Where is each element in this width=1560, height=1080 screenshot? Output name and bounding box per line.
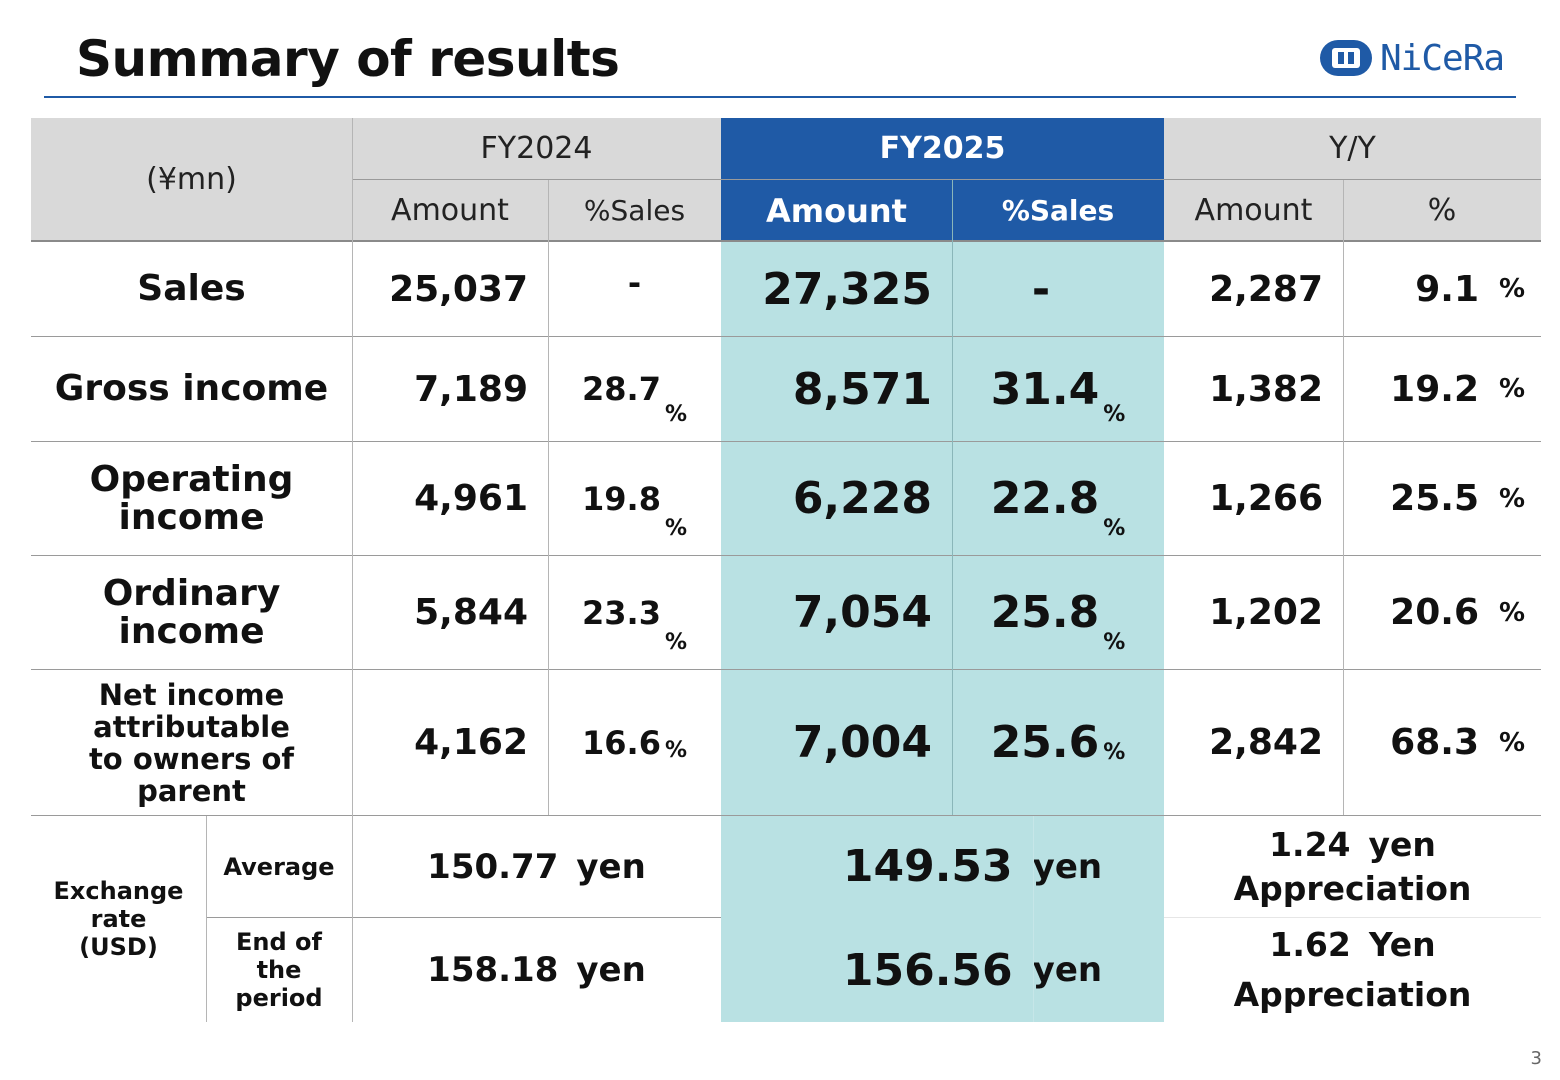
fy2025-amount-header: Amount bbox=[721, 180, 952, 241]
title-underline bbox=[44, 96, 1516, 98]
logo-wordmark: NiCeRa bbox=[1380, 37, 1505, 79]
fy2024-header: FY2024 bbox=[352, 118, 721, 179]
sales-fy2024-amount: 25,037 bbox=[389, 268, 528, 310]
exchange-end-fy2025: 156.56 yen bbox=[842, 944, 1103, 996]
operating-fy2025-amount: 6,228 bbox=[792, 473, 932, 524]
fy2024-pct-header: %Sales bbox=[548, 180, 721, 241]
ordinary-yy-pct: 20.6 bbox=[1390, 592, 1479, 633]
net-fy2024-amount: 4,162 bbox=[414, 722, 528, 763]
sales-fy2024-pct: - bbox=[627, 264, 642, 302]
net-yy-pct-sign: % bbox=[1498, 727, 1526, 758]
exchange-rate-label: Exchange rate (USD) bbox=[53, 877, 184, 961]
fy2025-header: FY2025 bbox=[721, 118, 1164, 179]
gross-yy-pct-sign: % bbox=[1498, 374, 1526, 404]
gross-fy2024-amount: 7,189 bbox=[414, 368, 528, 410]
exchange-average-fy2025: 149.53 yen bbox=[842, 841, 1103, 892]
gross-yy-amount: 1,382 bbox=[1209, 368, 1323, 410]
operating-yy-amount: 1,266 bbox=[1209, 478, 1323, 519]
gross-fy2025-pct: 31.4% bbox=[990, 363, 1126, 428]
ordinary-yy-pct-sign: % bbox=[1498, 597, 1526, 628]
row-label-ordinary-income: Ordinary income bbox=[102, 572, 281, 652]
sales-yy-amount: 2,287 bbox=[1209, 268, 1323, 310]
company-logo: NiCeRa bbox=[1318, 36, 1505, 80]
ordinary-fy2025-amount: 7,054 bbox=[792, 587, 932, 638]
ordinary-fy2024-amount: 5,844 bbox=[414, 592, 528, 633]
gross-fy2025-amount: 8,571 bbox=[792, 363, 932, 415]
gross-yy-pct: 19.2 bbox=[1390, 368, 1479, 410]
ordinary-fy2025-pct: 25.8% bbox=[990, 587, 1126, 655]
row-label-operating-income: Operating income bbox=[89, 458, 294, 538]
unit-label-cell: (¥mn) bbox=[31, 118, 352, 241]
operating-fy2025-pct: 22.8% bbox=[990, 473, 1126, 541]
net-yy-amount: 2,842 bbox=[1209, 722, 1323, 763]
operating-yy-pct: 25.5 bbox=[1390, 478, 1479, 519]
exchange-end-fy2024: 158.18 yen bbox=[427, 950, 646, 990]
sales-yy-pct-sign: % bbox=[1498, 274, 1526, 304]
exchange-average-fy2024: 150.77 yen bbox=[427, 846, 646, 887]
ordinary-yy-amount: 1,202 bbox=[1209, 592, 1323, 633]
exchange-end-label: End of the period bbox=[235, 928, 323, 1012]
gross-fy2024-pct: 28.7% bbox=[582, 370, 687, 427]
net-fy2025-amount: 7,004 bbox=[792, 717, 932, 768]
fy2025-highlight bbox=[721, 242, 1164, 1022]
sales-fy2025-amount: 27,325 bbox=[762, 263, 932, 315]
operating-fy2024-amount: 4,961 bbox=[414, 478, 528, 519]
net-fy2025-pct: 25.6% bbox=[990, 717, 1126, 768]
fy2024-amount-header: Amount bbox=[352, 180, 548, 241]
exchange-average-yy: 1.24 yen Appreciation bbox=[1233, 824, 1472, 908]
fy2025-pct-header: %Sales bbox=[952, 180, 1164, 241]
sales-yy-pct: 9.1 bbox=[1415, 268, 1479, 310]
yy-pct-header: % bbox=[1343, 180, 1541, 241]
exchange-average-label: Average bbox=[223, 852, 335, 881]
row-label-gross-income: Gross income bbox=[54, 368, 329, 409]
unit-label: (¥mn) bbox=[146, 162, 237, 197]
row-label-sales: Sales bbox=[137, 268, 246, 309]
page-number: 3 bbox=[1530, 1048, 1542, 1069]
operating-fy2024-pct: 19.8% bbox=[582, 479, 687, 542]
exchange-end-yy: 1.62 Yen Appreciation bbox=[1233, 925, 1472, 1014]
sales-fy2025-pct: - bbox=[1031, 263, 1051, 315]
ordinary-fy2024-pct: 23.3% bbox=[582, 593, 687, 656]
yy-amount-header: Amount bbox=[1164, 180, 1343, 241]
net-yy-pct: 68.3 bbox=[1390, 722, 1479, 763]
page-title: Summary of results bbox=[76, 30, 620, 88]
operating-yy-pct-sign: % bbox=[1498, 483, 1526, 514]
nicera-logo-icon bbox=[1320, 40, 1372, 76]
yy-header: Y/Y bbox=[1164, 118, 1541, 179]
row-label-net-income: Net income attributable to owners of par… bbox=[88, 677, 295, 808]
net-fy2024-pct: 16.6% bbox=[582, 723, 687, 764]
